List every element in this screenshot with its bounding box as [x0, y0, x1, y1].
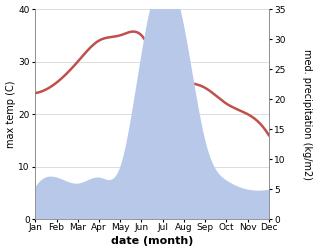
Y-axis label: med. precipitation (kg/m2): med. precipitation (kg/m2)	[302, 49, 313, 180]
Y-axis label: max temp (C): max temp (C)	[5, 80, 16, 148]
X-axis label: date (month): date (month)	[111, 236, 193, 246]
